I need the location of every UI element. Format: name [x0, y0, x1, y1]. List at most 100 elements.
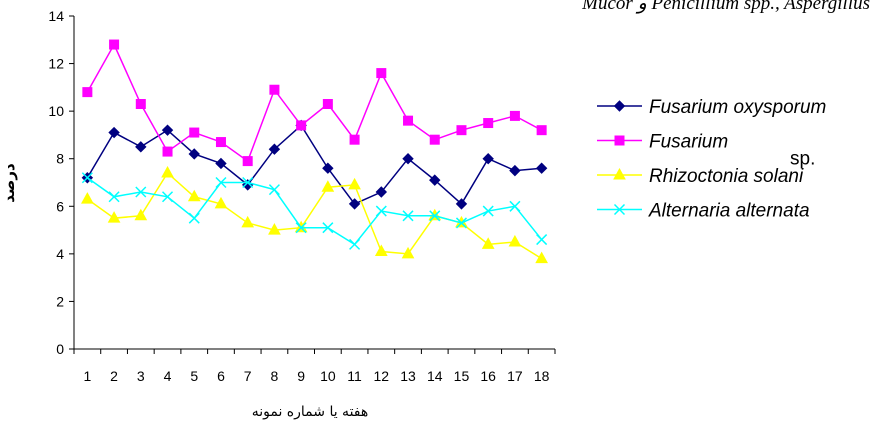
series-fusarium-oxysporum: [81, 119, 548, 210]
legend-label: Rhizoctonia solani: [649, 166, 804, 187]
legend-label: Alternaria alternata: [648, 201, 810, 222]
data-point-alternaria-alternata: [322, 222, 334, 234]
data-point-alternaria-alternata: [482, 205, 494, 217]
y-tick-label: 0: [56, 341, 64, 357]
series-rhizoctonia-solani: [81, 165, 548, 264]
data-point-fusarium-oxysporum: [375, 186, 388, 198]
data-point-fusarium-oxysporum: [188, 148, 200, 160]
data-point-fusarium-oxysporum: [322, 162, 334, 174]
legend-marker: [613, 167, 626, 180]
data-point-rhizoctonia-solani: [161, 165, 174, 178]
data-point-fusarium: [269, 84, 280, 95]
x-tick-label: 3: [137, 368, 145, 384]
data-point-fusarium: [536, 125, 547, 136]
data-point-fusarium-oxysporum: [215, 157, 227, 170]
y-tick-label: 12: [48, 56, 64, 72]
legend-marker: [613, 100, 626, 112]
y-tick-label: 4: [56, 246, 64, 262]
x-tick-label: 18: [534, 368, 550, 384]
x-tick-label: 12: [374, 368, 390, 384]
data-point-fusarium-oxysporum: [455, 198, 468, 210]
x-tick-label: 8: [271, 368, 279, 384]
data-point-fusarium: [135, 99, 146, 110]
data-point-alternaria-alternata: [242, 176, 254, 189]
data-point-alternaria-alternata: [509, 200, 521, 212]
data-point-fusarium: [483, 118, 494, 129]
data-point-alternaria-alternata: [215, 176, 227, 189]
data-point-alternaria-alternata: [402, 210, 414, 222]
data-point-fusarium: [296, 120, 307, 131]
data-point-rhizoctonia-solani: [348, 177, 361, 190]
x-tick-label: 7: [244, 368, 252, 384]
legend-item-alternaria-alternata: Alternaria alternata: [597, 201, 810, 222]
data-point-fusarium: [376, 68, 387, 79]
series-line-fusarium: [86, 42, 542, 163]
y-tick-label: 2: [56, 293, 64, 309]
data-point-alternaria-alternata: [429, 210, 441, 222]
legend-marker: [614, 135, 625, 146]
data-point-fusarium-oxysporum: [402, 153, 414, 165]
x-tick-label: 9: [297, 368, 305, 384]
x-tick-label: 10: [320, 368, 336, 384]
data-point-fusarium: [162, 146, 173, 157]
data-point-alternaria-alternata: [536, 234, 548, 246]
data-point-rhizoctonia-solani: [401, 246, 415, 259]
data-point-rhizoctonia-solani: [134, 208, 148, 221]
data-point-fusarium: [349, 134, 360, 145]
y-tick-label: 6: [56, 198, 64, 214]
series-alternaria-alternata: [81, 172, 548, 250]
data-point-fusarium-oxysporum: [268, 143, 281, 155]
data-point-rhizoctonia-solani: [508, 234, 522, 247]
y-tick-label: 14: [48, 8, 64, 24]
data-point-fusarium: [429, 134, 440, 145]
legend-label-suffix: sp.: [790, 149, 815, 170]
x-tick-label: 15: [454, 368, 470, 384]
data-point-fusarium-oxysporum: [135, 141, 147, 153]
data-point-rhizoctonia-solani: [481, 237, 495, 249]
data-point-rhizoctonia-solani: [535, 251, 548, 264]
legend-label: Fusarium: [649, 132, 728, 153]
data-point-fusarium-oxysporum: [108, 126, 120, 139]
data-point-fusarium: [322, 99, 333, 110]
data-point-fusarium-oxysporum: [482, 153, 494, 165]
data-point-rhizoctonia-solani: [374, 244, 388, 256]
data-point-rhizoctonia-solani: [187, 189, 201, 202]
x-tick-label: 16: [480, 368, 496, 384]
y-tick-label: 10: [48, 103, 64, 119]
data-point-fusarium-oxysporum: [509, 164, 521, 177]
series-line-alternaria-alternata: [86, 177, 543, 246]
legend-marker: [613, 203, 626, 216]
x-tick-label: 5: [190, 368, 198, 384]
chart-series: [81, 39, 548, 264]
y-axis-label: درصد: [0, 163, 18, 203]
data-point-fusarium: [403, 115, 414, 126]
legend-item-fusarium: Fusarium sp.: [597, 132, 815, 170]
x-tick-label: 1: [83, 368, 91, 384]
data-point-alternaria-alternata: [455, 217, 468, 229]
data-point-alternaria-alternata: [135, 186, 147, 198]
data-point-rhizoctonia-solani: [81, 192, 94, 204]
data-point-alternaria-alternata: [295, 222, 307, 234]
chart-legend: Fusarium oxysporum Fusarium sp.Rhizoctonia…: [597, 97, 826, 222]
data-point-fusarium-oxysporum: [535, 162, 548, 174]
data-point-fusarium-oxysporum: [161, 124, 174, 136]
data-point-fusarium: [82, 87, 93, 98]
data-point-fusarium: [189, 127, 200, 138]
series-line-rhizoctonia-solani: [86, 171, 543, 260]
data-point-fusarium-oxysporum: [429, 174, 441, 186]
data-point-rhizoctonia-solani: [214, 196, 228, 209]
y-tick-label: 8: [56, 151, 64, 167]
data-point-rhizoctonia-solani: [268, 223, 281, 235]
data-point-alternaria-alternata: [268, 184, 280, 196]
data-point-alternaria-alternata: [161, 191, 174, 203]
data-point-alternaria-alternata: [375, 205, 387, 217]
legend-item-rhizoctonia-solani: Rhizoctonia solani: [597, 166, 804, 187]
data-point-fusarium-oxysporum: [348, 198, 361, 210]
x-tick-label: 13: [400, 368, 416, 384]
data-point-fusarium: [509, 110, 520, 121]
data-point-rhizoctonia-solani: [107, 211, 121, 223]
header-text: Mucor و Penicillium spp., Aspergillus: [581, 0, 870, 14]
x-tick-label: 17: [507, 368, 523, 384]
